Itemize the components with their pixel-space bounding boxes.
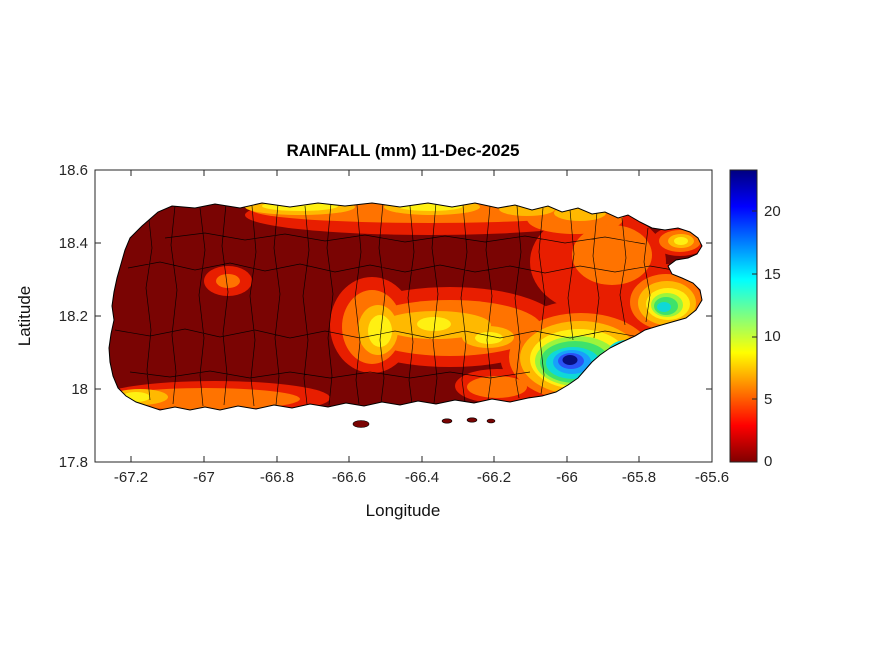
colorbar: 0 5 10 15 20	[729, 169, 781, 470]
x-tick-label: -65.8	[622, 469, 656, 486]
x-tick-label: -66.6	[332, 469, 366, 486]
colorbar-tick-label: 5	[764, 391, 772, 408]
x-tick-label: -66	[556, 469, 578, 486]
colorbar-tick-label: 10	[764, 328, 781, 345]
y-tick-label: 18.6	[59, 162, 88, 179]
x-axis-label: Longitude	[366, 501, 441, 520]
x-tick-label: -66.2	[477, 469, 511, 486]
axis-ticks	[95, 169, 713, 463]
x-tick-label: -65.6	[695, 469, 729, 486]
colorbar-gradient	[729, 169, 758, 463]
y-tick-label: 18.4	[59, 235, 88, 252]
x-tick-label: -67.2	[114, 469, 148, 486]
offshore-islets	[352, 417, 496, 428]
colorbar-tick-label: 0	[764, 453, 772, 470]
x-tick-label: -67	[193, 469, 215, 486]
y-tick-labels: 18.6 18.4 18.2 18 17.8	[59, 162, 88, 471]
y-axis-label: Latitude	[15, 286, 34, 347]
municipality-boundaries	[114, 203, 686, 407]
colorbar-tick-label: 20	[764, 203, 781, 220]
rainfall-map	[109, 203, 702, 410]
y-tick-label: 17.8	[59, 454, 88, 471]
colorbar-ticks	[752, 210, 757, 463]
rain-band-darkblue-max	[562, 355, 578, 365]
x-tick-labels: -67.2 -67 -66.8 -66.6 -66.4 -66.2 -66 -6…	[114, 469, 729, 486]
colorbar-tick-labels: 0 5 10 15 20	[764, 203, 781, 470]
y-tick-label: 18	[71, 381, 88, 398]
chart-title: RAINFALL (mm) 11-Dec-2025	[286, 141, 519, 160]
x-tick-label: -66.4	[405, 469, 439, 486]
x-tick-label: -66.8	[260, 469, 294, 486]
y-tick-label: 18.2	[59, 308, 88, 325]
colorbar-tick-label: 15	[764, 266, 781, 283]
